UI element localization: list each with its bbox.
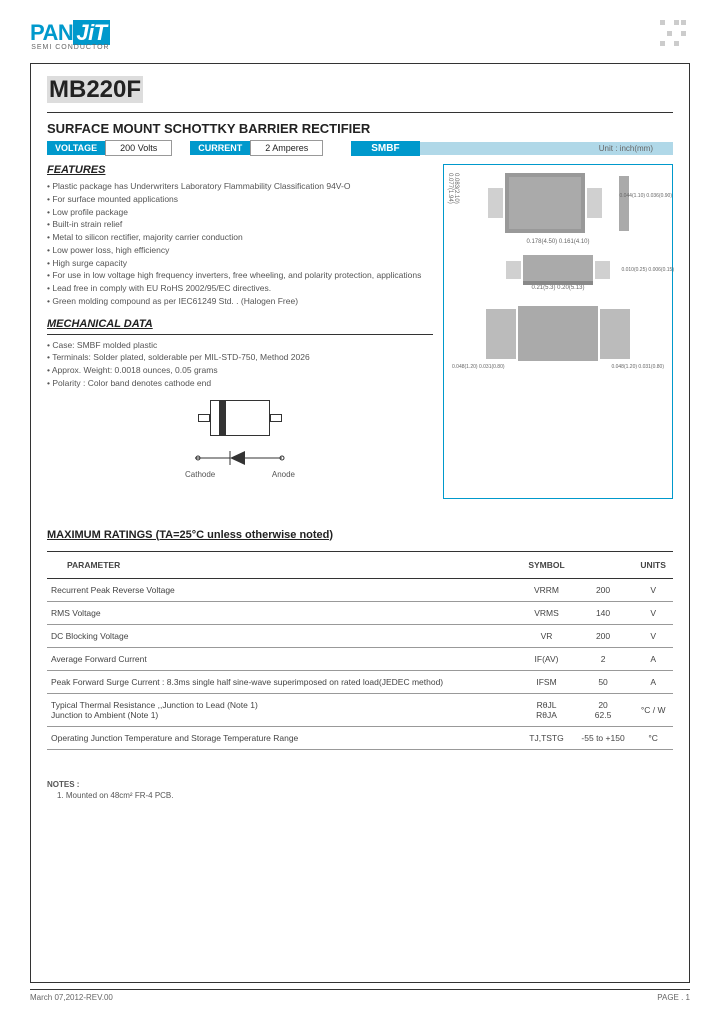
page: PANJiT SEMI CONDUCTOR MB220F SURFACE MOU… <box>0 0 720 1022</box>
mech-item: Terminals: Solder plated, solderable per… <box>47 351 433 364</box>
dim-6: 0.010(0.25) 0.006(0.15) <box>621 267 674 273</box>
notes-section: NOTES : 1. Mounted on 48cm² FR-4 PCB. <box>47 780 673 800</box>
table-row: DC Blocking VoltageVR200V <box>47 624 673 647</box>
feature-item: Built-in strain relief <box>47 218 433 231</box>
dim-7: 0.048(1.20) 0.031(0.80) <box>452 364 505 370</box>
decoration-icon <box>660 20 690 50</box>
logo-text-1: PAN <box>30 20 73 45</box>
note-1: 1. Mounted on 48cm² FR-4 PCB. <box>57 791 673 800</box>
dim-2: 0.178(4.50) 0.161(4.10) <box>452 239 664 245</box>
voltage-value: 200 Volts <box>105 140 172 156</box>
anode-label: Anode <box>272 470 295 479</box>
page-footer: March 07,2012-REV.00 PAGE . 1 <box>30 989 690 1002</box>
table-header: SYMBOL <box>520 551 572 578</box>
feature-item: Lead free in comply with EU RoHS 2002/95… <box>47 282 433 295</box>
max-ratings-section: MAXIMUM RATINGS (TA=25°C unless otherwis… <box>47 529 673 750</box>
unit-label: Unit : inch(mm) <box>420 142 673 155</box>
spec-row: VOLTAGE 200 Volts CURRENT 2 Amperes SMBF… <box>47 140 673 156</box>
package-label: SMBF <box>351 141 419 156</box>
mechanical-heading: MECHANICAL DATA <box>47 318 433 330</box>
dim-4: 0.044(1.10) 0.036(0.90) <box>619 193 672 199</box>
logo-text-2: JiT <box>73 20 109 45</box>
dim-5: 0.21(5.3) 0.20(5.13) <box>452 285 664 291</box>
feature-item: High surge capacity <box>47 257 433 270</box>
ratings-table: PARAMETERSYMBOL UNITS Recurrent Peak Reve… <box>47 551 673 750</box>
feature-item: Low power loss, high efficiency <box>47 244 433 257</box>
product-title: SURFACE MOUNT SCHOTTKY BARRIER RECTIFIER <box>47 121 673 136</box>
table-header: PARAMETER <box>47 551 520 578</box>
logo-subtitle: SEMI CONDUCTOR <box>30 44 110 51</box>
dim-8: 0.048(1.20) 0.031(0.80) <box>611 364 664 370</box>
revision-date: March 07,2012-REV.00 <box>30 993 113 1002</box>
table-row: Typical Thermal Resistance ,,Junction to… <box>47 693 673 726</box>
notes-heading: NOTES : <box>47 780 673 789</box>
table-row: Recurrent Peak Reverse VoltageVRRM200V <box>47 578 673 601</box>
diode-symbol-icon <box>190 448 290 468</box>
feature-item: For use in low voltage high frequency in… <box>47 269 433 282</box>
table-row: RMS VoltageVRMS140V <box>47 601 673 624</box>
mechanical-list: Case: SMBF molded plasticTerminals: Sold… <box>47 339 433 390</box>
diode-diagram: Cathode Anode <box>47 400 433 479</box>
logo: PANJiT SEMI CONDUCTOR <box>30 20 110 51</box>
content-frame: MB220F SURFACE MOUNT SCHOTTKY BARRIER RE… <box>30 63 690 983</box>
table-row: Operating Junction Temperature and Stora… <box>47 726 673 749</box>
cathode-label: Cathode <box>185 470 215 479</box>
mech-item: Case: SMBF molded plastic <box>47 339 433 352</box>
feature-item: Green molding compound as per IEC61249 S… <box>47 295 433 308</box>
features-heading: FEATURES <box>47 164 433 176</box>
table-header <box>573 551 634 578</box>
page-number: PAGE . 1 <box>657 993 690 1002</box>
max-ratings-heading: MAXIMUM RATINGS (TA=25°C unless otherwis… <box>47 529 673 541</box>
voltage-label: VOLTAGE <box>47 141 105 155</box>
feature-item: Low profile package <box>47 206 433 219</box>
feature-item: Metal to silicon rectifier, majority car… <box>47 231 433 244</box>
feature-item: For surface mounted applications <box>47 193 433 206</box>
feature-item: Plastic package has Underwriters Laborat… <box>47 180 433 193</box>
table-row: Peak Forward Surge Current : 8.3ms singl… <box>47 670 673 693</box>
dim-1: 0.083(2.10) 0.077(1.94) <box>447 173 459 233</box>
header: PANJiT SEMI CONDUCTOR <box>30 20 690 51</box>
part-number: MB220F <box>47 76 673 104</box>
table-row: Average Forward CurrentIF(AV)2A <box>47 647 673 670</box>
current-label: CURRENT <box>190 141 250 155</box>
mech-item: Approx. Weight: 0.0018 ounces, 0.05 gram… <box>47 364 433 377</box>
package-drawing: 0.083(2.10) 0.077(1.94) 0.044(1.10) 0.03… <box>443 164 673 499</box>
features-list: Plastic package has Underwriters Laborat… <box>47 180 433 308</box>
current-value: 2 Amperes <box>250 140 323 156</box>
table-header: UNITS <box>633 551 673 578</box>
mech-item: Polarity : Color band denotes cathode en… <box>47 377 433 390</box>
